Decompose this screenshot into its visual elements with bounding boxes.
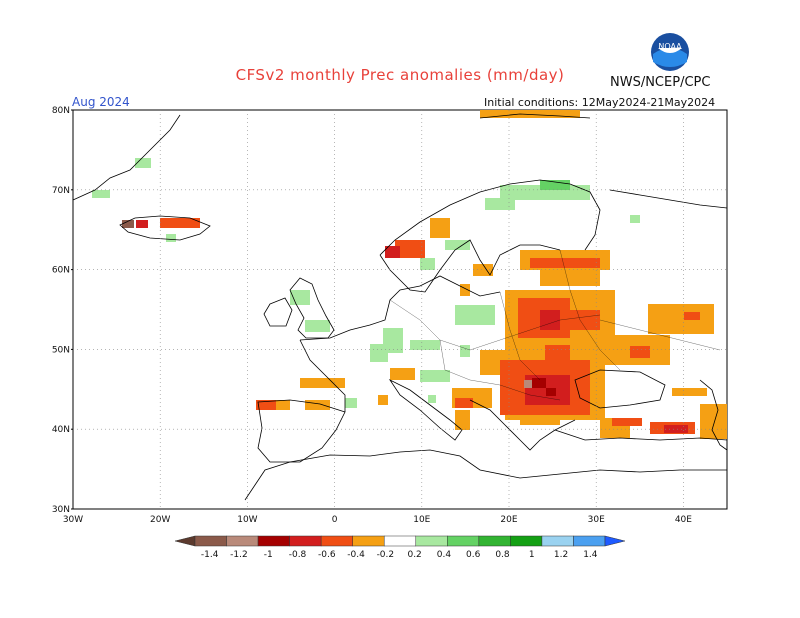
lat-label: 30N: [52, 505, 70, 515]
colorbar-swatch: [383, 535, 417, 547]
lon-label: 40E: [675, 515, 692, 525]
lon-labels: 30W 20W 10W 0 10E 20E 30E 40E: [63, 515, 692, 525]
colorbar-swatch: [415, 535, 448, 547]
colorbar-label: -0.8: [289, 550, 307, 560]
country-borders: [389, 249, 721, 401]
colorbar-arrow-left: [174, 535, 196, 547]
colorbar-label: 1.2: [554, 550, 568, 560]
lat-label: 40N: [52, 425, 70, 435]
colorbar-swatch: [226, 535, 259, 547]
lon-label: 20W: [150, 515, 170, 525]
colorbar-swatch: [320, 535, 353, 547]
initial-conditions: Initial conditions: 12May2024-21May2024: [484, 96, 716, 109]
colorbar-label: -1.2: [230, 550, 248, 560]
lon-label: 10E: [413, 515, 430, 525]
colorbar-labels: -1.4 -1.2 -1 -0.8 -0.6 -0.4 -0.2 0.2 0.4 0.6 0.8 1 1…: [201, 550, 598, 560]
lat-label: 60N: [52, 266, 70, 276]
colorbar-label: 0.2: [407, 550, 421, 560]
lat-label: 50N: [52, 345, 70, 355]
lon-label: 30W: [63, 515, 83, 525]
colorbar-swatch: [478, 535, 511, 547]
colorbar-label: -1: [264, 550, 273, 560]
coastlines: [72, 113, 728, 501]
colorbar-swatch: [573, 535, 606, 547]
lon-label: 30E: [588, 515, 605, 525]
colorbar-label: -1.4: [201, 550, 219, 560]
map-title: CFSv2 monthly Prec anomalies (mm/day): [235, 66, 565, 84]
lon-label: 20E: [500, 515, 517, 525]
colorbar-swatch: [541, 535, 574, 547]
colorbar-label: -0.4: [347, 550, 365, 560]
colorbar-swatch: [510, 535, 543, 547]
grid-lines: [73, 110, 727, 509]
colorbar-label: 0.4: [437, 550, 452, 560]
anomaly-cells: [92, 110, 727, 439]
colorbar-swatch: [447, 535, 480, 547]
lat-labels: 80N 70N 60N 50N 40N 30N: [52, 106, 73, 515]
agency-label: NWS/NCEP/CPC: [610, 75, 711, 90]
noaa-logo: NOAA: [651, 33, 689, 71]
colorbar-swatch: [194, 535, 227, 547]
colorbar-label: 1.4: [583, 550, 598, 560]
colorbar-swatch: [352, 535, 385, 547]
colorbar-label: 1: [529, 550, 535, 560]
colorbar-label: 0.6: [466, 550, 481, 560]
lon-label: 10W: [237, 515, 257, 525]
colorbar: [174, 535, 626, 547]
colorbar-swatch: [257, 535, 290, 547]
colorbar-label: 0.8: [495, 550, 510, 560]
colorbar-arrow-right: [604, 535, 626, 547]
forecast-month: Aug 2024: [72, 95, 130, 109]
noaa-logo-text: NOAA: [658, 42, 682, 51]
lon-label: 0: [332, 515, 338, 525]
lat-label: 80N: [52, 106, 70, 116]
plot-frame: [72, 109, 728, 510]
lat-label: 70N: [52, 186, 70, 196]
colorbar-label: -0.6: [318, 550, 336, 560]
colorbar-label: -0.2: [377, 550, 395, 560]
colorbar-swatch: [289, 535, 322, 547]
